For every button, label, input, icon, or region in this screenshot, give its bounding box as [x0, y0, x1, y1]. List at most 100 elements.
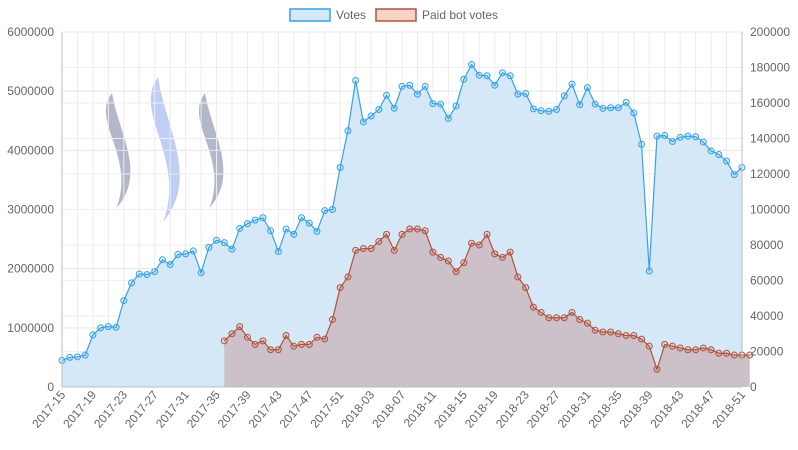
votes-area — [62, 64, 742, 388]
votes-point — [506, 72, 514, 80]
series-paid-bot-votes — [220, 225, 754, 387]
paid-bot-votes-point — [390, 246, 398, 254]
paid-bot-votes-point — [599, 328, 607, 336]
paid-bot-votes-point — [321, 335, 329, 343]
votes-point — [383, 91, 391, 99]
y-right-tick-label: 120000 — [750, 167, 790, 181]
paid-bot-votes-point — [591, 326, 599, 334]
votes-point — [483, 72, 491, 80]
votes-point — [622, 98, 630, 106]
paid-bot-votes-point — [715, 349, 723, 357]
votes-point — [97, 324, 105, 332]
paid-bot-votes-point — [522, 284, 530, 292]
votes-point — [522, 90, 530, 98]
votes-point — [692, 133, 700, 141]
votes-point — [676, 133, 684, 141]
votes-point — [723, 157, 731, 165]
y-right-tick-label: 160000 — [750, 96, 790, 110]
paid-bot-votes-point — [398, 230, 406, 238]
votes-point — [112, 323, 120, 331]
votes-point — [236, 224, 244, 232]
votes-point — [205, 243, 213, 251]
votes-point — [468, 61, 476, 69]
votes-point — [135, 270, 143, 278]
paid-bot-votes-point — [746, 351, 754, 359]
legend-item-votes[interactable]: Votes — [289, 8, 366, 22]
paid-bot-votes-area — [224, 229, 750, 387]
votes-point — [707, 147, 715, 155]
votes-point — [599, 104, 607, 112]
paid-bot-votes-point — [491, 250, 499, 258]
y-left-tick-label: 2000000 — [7, 262, 54, 276]
paid-bot-votes-point — [676, 344, 684, 352]
paid-bot-votes-point — [406, 225, 414, 233]
paid-bot-votes-point — [707, 346, 715, 354]
votes-point — [437, 100, 445, 108]
paid-bot-votes-point — [468, 239, 476, 247]
votes-point — [143, 271, 151, 279]
paid-bot-votes-point — [220, 337, 228, 345]
x-tick-label: 2018-07 — [369, 388, 408, 431]
paid-bot-votes-point — [529, 303, 537, 311]
paid-bot-votes-point — [638, 335, 646, 343]
paid-bot-votes-point — [290, 342, 298, 350]
paid-bot-votes-point — [383, 230, 391, 238]
votes-point — [529, 105, 537, 113]
votes-point — [568, 80, 576, 88]
votes-point — [313, 227, 321, 235]
paid-bot-votes-point — [375, 237, 383, 245]
votes-point — [321, 207, 329, 215]
logo-stroke-center — [150, 77, 180, 222]
paid-bot-votes-point — [730, 351, 738, 359]
votes-point — [213, 236, 221, 244]
votes-point — [715, 150, 723, 158]
votes-point — [104, 323, 112, 331]
paid-bot-votes-point — [568, 308, 576, 316]
votes-point — [189, 247, 197, 255]
paid-bot-votes-point — [483, 230, 491, 238]
paid-bot-votes-point — [668, 342, 676, 350]
votes-point — [429, 100, 437, 108]
votes-point — [452, 102, 460, 110]
votes-point — [514, 90, 522, 98]
paid-bot-votes-point — [444, 257, 452, 265]
votes-point — [638, 140, 646, 148]
votes-point — [174, 250, 182, 258]
votes-point — [375, 106, 383, 114]
paid-bot-votes-point — [537, 308, 545, 316]
paid-bot-votes-point — [328, 316, 336, 324]
y-left-tick-label: 3000000 — [7, 203, 54, 217]
votes-point — [607, 104, 615, 112]
paid-bot-votes-point — [352, 246, 360, 254]
votes-point — [498, 69, 506, 77]
paid-bot-votes-point — [560, 314, 568, 322]
votes-point — [398, 82, 406, 90]
paid-bot-votes-point — [267, 346, 275, 354]
votes-point — [630, 109, 638, 117]
y-right-tick-label: 20000 — [750, 345, 784, 359]
y-left-tick-label: 5000000 — [7, 84, 54, 98]
votes-point — [89, 331, 97, 339]
paid-bot-votes-point — [553, 314, 561, 322]
votes-point — [66, 353, 74, 361]
legend-item-paid-bot-votes[interactable]: Paid bot votes — [375, 8, 498, 22]
y-right-tick-label: 0 — [750, 380, 757, 394]
paid-bot-votes-point — [437, 253, 445, 261]
paid-bot-votes-point — [583, 319, 591, 327]
votes-point — [267, 227, 275, 235]
paid-bot-votes-point — [243, 333, 251, 341]
votes-point — [668, 137, 676, 145]
paid-bot-votes-point — [614, 330, 622, 338]
votes-point — [553, 106, 561, 114]
y-right-tick-label: 80000 — [750, 238, 784, 252]
votes-point — [583, 84, 591, 92]
votes-point — [390, 104, 398, 112]
paid-bot-votes-point — [506, 248, 514, 256]
paid-bot-votes-point — [236, 323, 244, 331]
paid-bot-votes-point — [251, 340, 259, 348]
y-left-tick-label: 0 — [47, 380, 54, 394]
paid-bot-votes-point — [630, 332, 638, 340]
votes-point — [359, 118, 367, 126]
paid-bot-votes-point — [622, 332, 630, 340]
legend[interactable]: Votes Paid bot votes — [289, 8, 498, 22]
